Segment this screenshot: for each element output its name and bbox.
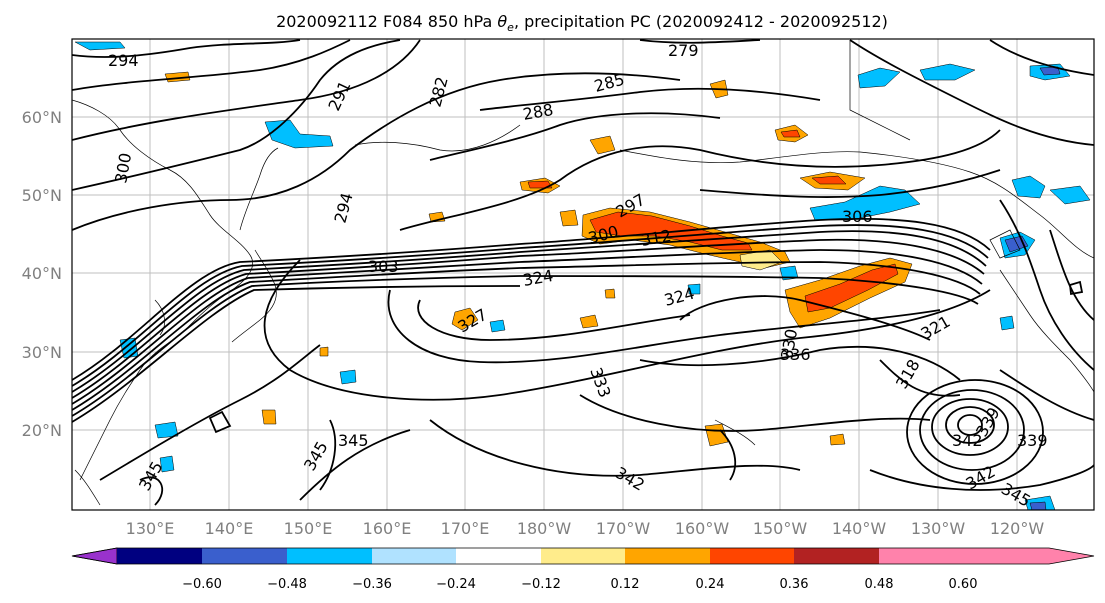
map-title: 2020092112 F084 850 hPa θe, precipitatio… (276, 12, 888, 34)
colorbar-swatch (287, 548, 372, 564)
theta-e-contours (72, 39, 1094, 506)
contour-label: 279 (668, 41, 699, 60)
colorbar-outline (71, 547, 1095, 565)
colorbar-tick-label: −0.36 (352, 577, 392, 592)
colorbar-swatch (625, 548, 710, 564)
contour-label: 339 (1017, 431, 1048, 450)
colorbar-swatch (879, 548, 963, 564)
contour-label: 306 (842, 207, 873, 226)
lon-tick-label: 130°W (911, 519, 966, 538)
colorbar-extend-low (71, 547, 118, 565)
colorbar: −0.60 −0.48 −0.36 −0.24 −0.12 0.12 0.24 … (71, 547, 1095, 592)
contour-label: 336 (780, 345, 811, 364)
lon-tick-label: 130°E (126, 519, 175, 538)
coastlines (72, 40, 1094, 506)
lat-axis: 60°N 50°N 40°N 30°N 20°N (22, 108, 62, 440)
lon-tick-label: 150°E (284, 519, 333, 538)
lon-tick-label: 170°E (441, 519, 490, 538)
colorbar-swatch (710, 548, 794, 564)
colorbar-tick-label: 0.24 (696, 577, 725, 592)
lon-tick-label: 160°E (363, 519, 412, 538)
colorbar-swatch (372, 548, 456, 564)
colorbar-tick-label: 0.36 (780, 577, 809, 592)
colorbar-swatch (794, 548, 879, 564)
lon-tick-label: 140°W (832, 519, 887, 538)
lon-tick-label: 160°W (675, 519, 730, 538)
colorbar-tick-label: −0.60 (182, 577, 222, 592)
lat-tick-label: 40°N (22, 264, 62, 283)
lon-tick-label: 170°W (596, 519, 651, 538)
lon-tick-label: 120°W (990, 519, 1045, 538)
lon-tick-label: 180°W (517, 519, 572, 538)
lat-tick-label: 50°N (22, 186, 62, 205)
colorbar-tick-label: −0.48 (267, 577, 307, 592)
colorbar-swatch (541, 548, 625, 564)
contour-label: 345 (338, 431, 369, 450)
map-panel: 294 279 291 282 285 288 300 294 297 300 … (71, 38, 1095, 511)
colorbar-tick-label: −0.12 (521, 577, 561, 592)
colorbar-swatch (202, 548, 287, 564)
contour-label: 294 (108, 51, 139, 70)
map-frame (71, 38, 1095, 511)
colorbar-tick-label: 0.60 (949, 577, 978, 592)
lat-tick-label: 30°N (22, 343, 62, 362)
colorbar-tick-label: 0.48 (865, 577, 894, 592)
colorbar-swatch (456, 548, 541, 564)
lat-tick-label: 60°N (22, 108, 62, 127)
lon-tick-label: 150°W (753, 519, 808, 538)
colorbar-tick-label: 0.12 (611, 577, 640, 592)
graticule (72, 39, 1094, 510)
lat-tick-label: 20°N (22, 421, 62, 440)
colorbar-swatch (117, 548, 202, 564)
lon-tick-label: 140°E (205, 519, 254, 538)
map-background (72, 39, 1094, 510)
contour-label: 342 (952, 431, 983, 450)
lon-axis: 130°E 140°E 150°E 160°E 170°E 180°W 170°… (126, 519, 1045, 538)
colorbar-tick-label: −0.24 (436, 577, 476, 592)
contour-label: 303 (368, 257, 399, 276)
